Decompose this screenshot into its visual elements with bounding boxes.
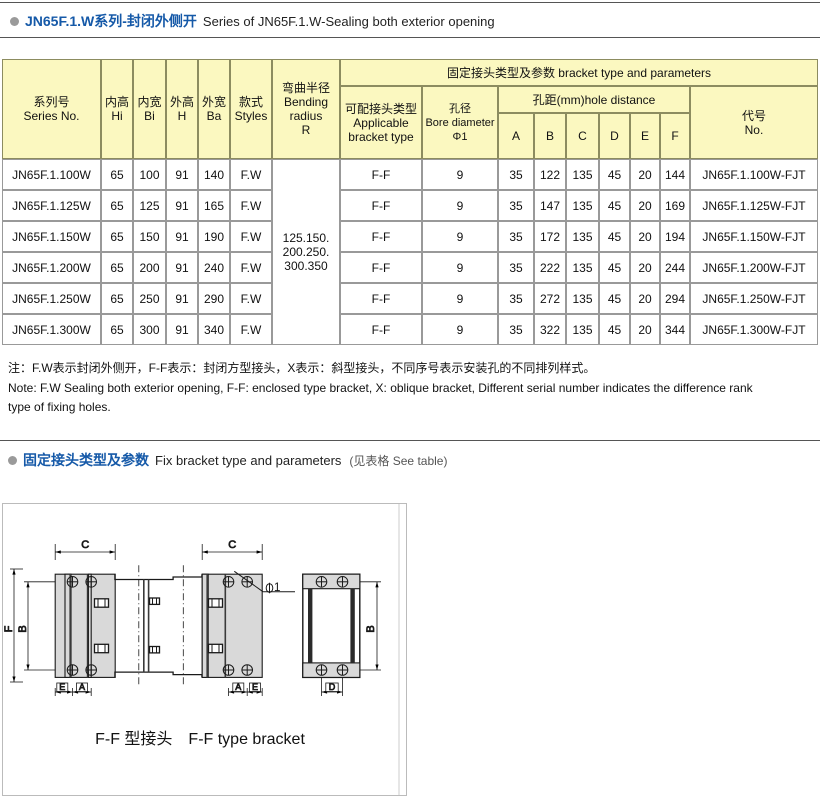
svg-text:E: E (252, 682, 258, 692)
svg-text:B: B (17, 625, 29, 632)
svg-text:D: D (329, 682, 336, 692)
svg-text:F: F (3, 625, 15, 632)
svg-text:A: A (79, 682, 85, 692)
svg-text:A: A (235, 682, 241, 692)
svg-text:B: B (365, 625, 377, 632)
svg-text:C: C (228, 539, 236, 551)
svg-text:1: 1 (274, 582, 280, 594)
svg-text:E: E (59, 682, 65, 692)
svg-text:F-F 型接头 F-F type bracket: F-F 型接头 F-F type bracket (95, 730, 305, 748)
svg-text:C: C (81, 539, 89, 551)
